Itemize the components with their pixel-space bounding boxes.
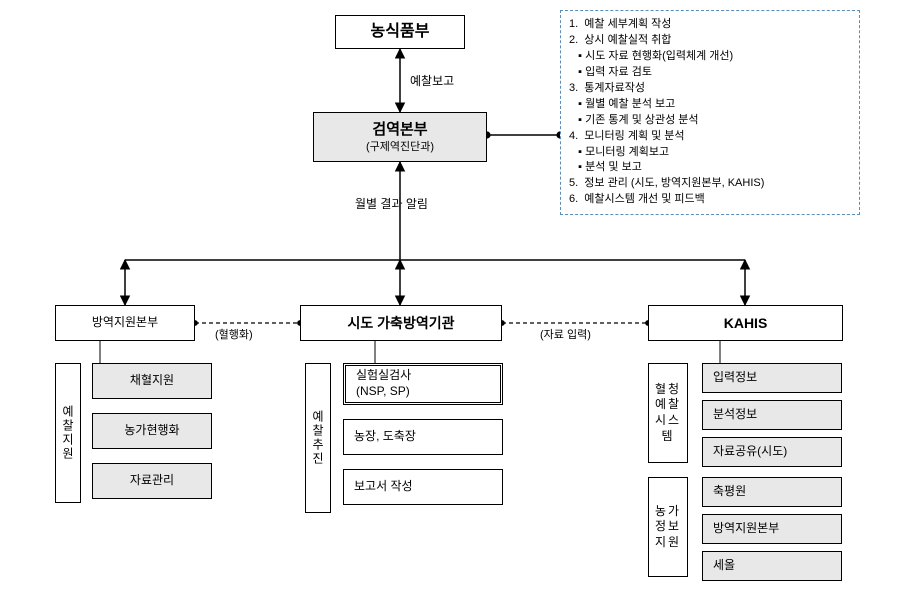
infobox-line: ▪ 모니터링 계획보고 [569, 145, 851, 161]
infobox-line: 6. 예찰시스템 개선 및 피드백 [569, 192, 851, 208]
infobox-line: ▪ 입력 자료 검토 [569, 65, 851, 81]
right1-item-2: 자료공유(시도) [702, 437, 842, 467]
vlabel-right-2-text: 농가정보지원 [651, 504, 685, 551]
node-mafra: 농식품부 [335, 15, 465, 49]
infobox-line: 2. 상시 예찰실적 취합 [569, 33, 851, 49]
right2-item-1-label: 방역지원본부 [713, 521, 779, 537]
vlabel-right-1-text: 혈청예찰시스템 [651, 382, 685, 444]
infobox-line: 3. 통계자료작성 [569, 81, 851, 97]
vlabel-left: 예찰지원 [55, 363, 81, 503]
node-kahis: KAHIS [648, 305, 843, 341]
node-qia: 검역본부 (구제역진단과) [313, 112, 487, 162]
center-item-1: 농장, 도축장 [343, 419, 503, 455]
node-qia-sub: (구제역진단과) [366, 140, 434, 154]
left-item-1-label: 농가현행화 [124, 423, 179, 439]
right1-item-2-label: 자료공유(시도) [713, 444, 787, 460]
right2-item-2-label: 세올 [713, 558, 735, 574]
vlabel-right-2: 농가정보지원 [648, 477, 688, 577]
center-item-0-label: 실험실검사 (NSP, SP) [356, 368, 411, 399]
edge-label-prov-kahis: (자료 입력) [540, 326, 591, 342]
vlabel-right-1: 혈청예찰시스템 [648, 363, 688, 463]
edge-label-support-prov: (혈행화) [215, 326, 253, 342]
right1-item-0-label: 입력정보 [713, 370, 757, 386]
node-support-hq: 방역지원본부 [55, 305, 195, 341]
right2-item-0-label: 축평원 [713, 484, 746, 500]
center-item-2: 보고서 작성 [343, 469, 503, 505]
infobox-line: ▪ 기존 통계 및 상관성 분석 [569, 113, 851, 129]
right1-item-1-label: 분석정보 [713, 407, 757, 423]
center-item-1-label: 농장, 도축장 [354, 429, 416, 445]
infobox-tasks: 1. 예찰 세부계획 작성 2. 상시 예찰실적 취합 ▪ 시도 자료 현행화(… [560, 10, 860, 215]
right2-item-1: 방역지원본부 [702, 514, 842, 544]
vlabel-center: 예찰추진 [305, 363, 331, 513]
left-item-0-label: 채혈지원 [130, 373, 174, 389]
right1-item-1: 분석정보 [702, 400, 842, 430]
left-item-1: 농가현행화 [92, 413, 212, 449]
right2-item-0: 축평원 [702, 477, 842, 507]
right1-item-0: 입력정보 [702, 363, 842, 393]
node-support-hq-label: 방역지원본부 [92, 315, 158, 331]
node-kahis-label: KAHIS [724, 314, 768, 332]
infobox-line: 4. 모니터링 계획 및 분석 [569, 129, 851, 145]
left-item-0: 채혈지원 [92, 363, 212, 399]
node-provincial-label: 시도 가축방역기관 [348, 314, 455, 332]
center-item-2-label: 보고서 작성 [354, 479, 413, 495]
node-qia-label: 검역본부 [372, 120, 427, 140]
node-mafra-label: 농식품부 [371, 22, 430, 43]
infobox-line: 1. 예찰 세부계획 작성 [569, 17, 851, 33]
edge-label-mafra-qia: 예찰보고 [410, 72, 454, 89]
infobox-line: 5. 정보 관리 (시도, 방역지원본부, KAHIS) [569, 176, 851, 192]
infobox-line: ▪ 월별 예찰 분석 보고 [569, 97, 851, 113]
node-provincial: 시도 가축방역기관 [300, 305, 502, 341]
vlabel-left-text: 예찰지원 [60, 405, 77, 461]
center-item-0: 실험실검사 (NSP, SP) [343, 363, 503, 405]
vlabel-center-text: 예찰추진 [310, 410, 327, 466]
right2-item-2: 세올 [702, 551, 842, 581]
infobox-line: ▪ 분석 및 보고 [569, 160, 851, 176]
infobox-line: ▪ 시도 자료 현행화(입력체계 개선) [569, 49, 851, 65]
left-item-2: 자료관리 [92, 463, 212, 499]
left-item-2-label: 자료관리 [130, 473, 174, 489]
edge-label-qia-bus: 월별 결과 알림 [355, 195, 428, 212]
